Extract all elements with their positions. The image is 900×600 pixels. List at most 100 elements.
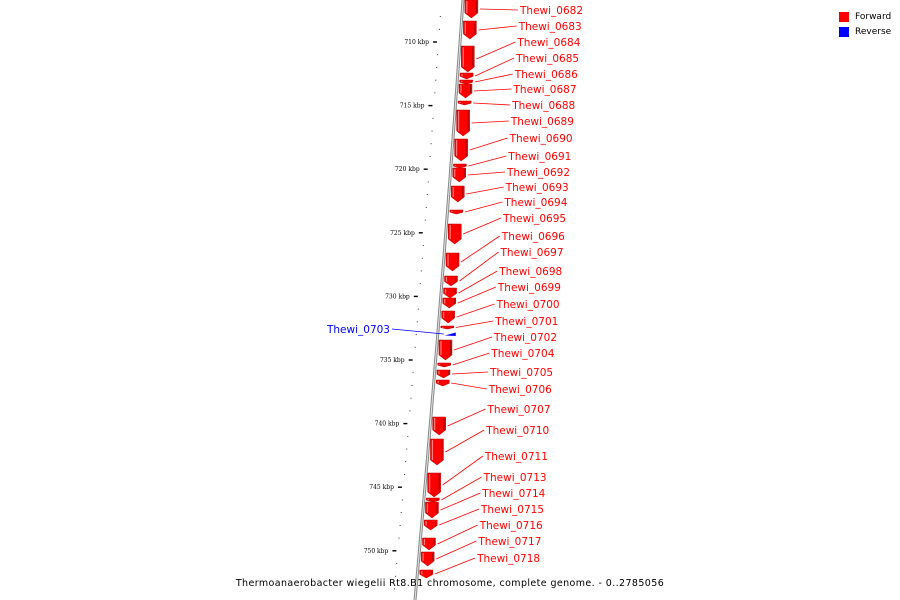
gene-thewi-0690-label[interactable]: Thewi_0690 [509, 133, 573, 145]
gene-thewi-0695-leader [463, 217, 502, 235]
gene-thewi-0716-label[interactable]: Thewi_0716 [479, 520, 543, 532]
gene-thewi-0683-leader [478, 25, 517, 31]
gene-thewi-0697-label[interactable]: Thewi_0697 [500, 247, 564, 259]
gene-thewi-0695-label[interactable]: Thewi_0695 [502, 213, 566, 225]
gene-thewi-0700-leader [456, 303, 495, 318]
gene-thewi-0699-label[interactable]: Thewi_0699 [497, 282, 561, 294]
gene-thewi-0682-leader [479, 8, 519, 11]
gene-thewi-0693-arrow[interactable] [451, 185, 465, 203]
gene-thewi-0683-arrow[interactable] [463, 20, 477, 40]
gene-thewi-0710-leader [445, 429, 485, 453]
gene-thewi-0702-arrow[interactable] [438, 339, 453, 361]
gene-thewi-0688-arrow[interactable] [457, 100, 472, 106]
gene-thewi-0682-arrow[interactable] [464, 0, 479, 19]
gene-thewi-0694-label[interactable]: Thewi_0694 [503, 197, 567, 209]
gene-thewi-0715-arrow[interactable] [423, 519, 438, 531]
gene-thewi-0715-label[interactable]: Thewi_0715 [480, 504, 544, 516]
gene-thewi-0707-leader [447, 408, 486, 427]
gene-thewi-0711-label[interactable]: Thewi_0711 [484, 451, 548, 463]
gene-thewi-0684-label[interactable]: Thewi_0684 [516, 37, 580, 49]
gene-thewi-0704-label[interactable]: Thewi_0704 [490, 348, 554, 360]
forward-swatch [839, 11, 849, 22]
gene-thewi-0707-label[interactable]: Thewi_0707 [487, 404, 551, 416]
gene-thewi-0704-arrow[interactable] [437, 362, 451, 368]
gene-thewi-0705-label[interactable]: Thewi_0705 [489, 367, 553, 379]
reverse-swatch [839, 26, 849, 37]
gene-thewi-0710-label[interactable]: Thewi_0710 [485, 425, 549, 437]
gene-thewi-0694-arrow[interactable] [449, 209, 464, 215]
gene-thewi-0691-arrow[interactable] [453, 163, 467, 169]
gene-thewi-0717-leader [435, 540, 477, 560]
gene-thewi-0698-label[interactable]: Thewi_0698 [498, 266, 562, 278]
gene-thewi-0686-arrow[interactable] [459, 79, 473, 85]
gene-thewi-0695-arrow[interactable] [447, 223, 462, 245]
gene-thewi-0698-arrow[interactable] [443, 287, 457, 299]
gene-thewi-0703-label[interactable]: Thewi_0703 [326, 324, 390, 336]
gene-thewi-0687-arrow[interactable] [458, 83, 473, 99]
gene-thewi-0717-label[interactable]: Thewi_0717 [477, 536, 541, 548]
gene-thewi-0718-leader [434, 557, 476, 575]
gene-thewi-0702-label[interactable]: Thewi_0702 [493, 332, 557, 344]
scale-tick-label: 725 kbp [390, 230, 415, 237]
gene-thewi-0684-arrow[interactable] [461, 45, 475, 73]
gene-thewi-0683-label[interactable]: Thewi_0683 [518, 21, 582, 33]
gene-thewi-0701-arrow[interactable] [440, 325, 455, 330]
gene-thewi-0684-leader [476, 41, 516, 60]
gene-thewi-0687-label[interactable]: Thewi_0687 [513, 84, 577, 96]
gene-thewi-0706-arrow[interactable] [435, 379, 450, 387]
gene-thewi-0688-label[interactable]: Thewi_0688 [511, 100, 575, 112]
gene-thewi-0714-arrow[interactable] [425, 501, 439, 519]
gene-thewi-0698-leader [458, 270, 498, 294]
gene-thewi-0705-arrow[interactable] [436, 369, 451, 379]
gene-thewi-0714-label[interactable]: Thewi_0714 [481, 488, 545, 500]
gene-thewi-0692-label[interactable]: Thewi_0692 [506, 167, 570, 179]
gene-thewi-0685-arrow[interactable] [459, 72, 474, 80]
gene-thewi-0692-arrow[interactable] [452, 167, 466, 183]
gene-thewi-0699-arrow[interactable] [442, 297, 457, 309]
gene-thewi-0689-arrow[interactable] [456, 109, 470, 137]
scale-tick-label: 710 kbp [404, 39, 429, 46]
chromosome-backbone-highlight [414, 0, 464, 600]
scale-tick-label: 740 kbp [375, 421, 400, 428]
gene-thewi-0710-arrow[interactable] [430, 438, 444, 466]
gene-thewi-0685-label[interactable]: Thewi_0685 [515, 53, 579, 65]
gene-thewi-0694-leader [464, 201, 503, 213]
gene-thewi-0714-leader [440, 492, 481, 511]
gene-thewi-0718-arrow[interactable] [419, 569, 434, 579]
legend-reverse: Reverse [839, 24, 891, 39]
gene-thewi-0718-label[interactable]: Thewi_0718 [476, 553, 540, 565]
gene-thewi-0706-label[interactable]: Thewi_0706 [488, 384, 552, 396]
gene-thewi-0713-arrow[interactable] [426, 497, 440, 503]
gene-thewi-0686-label[interactable]: Thewi_0686 [514, 69, 578, 81]
scale-ticks: 710 kbp 715 kbp 720 kbp 725 kbp 730 kbp 735 k… [364, 16, 441, 590]
gene-thewi-0696-leader [460, 235, 501, 263]
scale-tick-label: 730 kbp [385, 293, 410, 300]
gene-thewi-0682-label[interactable]: Thewi_0682 [519, 5, 583, 17]
gene-thewi-0693-label[interactable]: Thewi_0693 [505, 182, 569, 194]
gene-thewi-0691-label[interactable]: Thewi_0691 [507, 151, 571, 163]
gene-thewi-0701-label[interactable]: Thewi_0701 [494, 316, 558, 328]
gene-thewi-0692-leader [467, 171, 506, 176]
gene-thewi-0700-label[interactable]: Thewi_0700 [496, 299, 560, 311]
gene-thewi-0703-arrow[interactable] [444, 332, 456, 337]
gene-thewi-0689-label[interactable]: Thewi_0689 [510, 116, 574, 128]
gene-thewi-0686-leader [474, 73, 513, 83]
gene-thewi-0700-arrow[interactable] [441, 310, 455, 324]
legend: Forward Reverse [839, 9, 891, 39]
gene-thewi-0711-arrow[interactable] [427, 472, 441, 498]
gene-thewi-0688-leader [473, 102, 511, 106]
gene-thewi-0697-arrow[interactable] [444, 275, 458, 287]
scale-tick-label: 750 kbp [364, 548, 389, 555]
gene-features [419, 0, 479, 579]
gene-thewi-0716-arrow[interactable] [422, 537, 436, 551]
genome-caption: Thermoanaerobacter wiegelii Rt8.B1 chrom… [235, 578, 665, 589]
gene-thewi-0696-label[interactable]: Thewi_0696 [501, 231, 565, 243]
gene-thewi-0691-leader [468, 155, 507, 167]
scale-tick-label: 720 kbp [395, 166, 420, 173]
gene-thewi-0717-arrow[interactable] [420, 551, 435, 567]
gene-thewi-0713-label[interactable]: Thewi_0713 [483, 472, 547, 484]
gene-thewi-0690-arrow[interactable] [454, 138, 468, 162]
gene-thewi-0715-leader [439, 508, 480, 526]
gene-thewi-0696-arrow[interactable] [445, 252, 460, 272]
gene-thewi-0707-arrow[interactable] [432, 416, 446, 436]
